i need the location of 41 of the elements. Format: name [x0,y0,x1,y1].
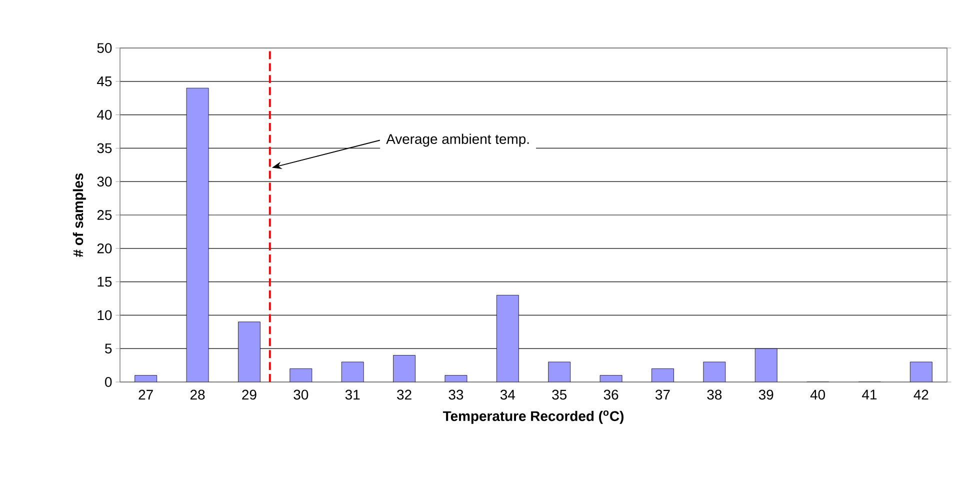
x-axis-title: Temperature Recorded ($^{o}$C) [442,410,624,424]
x-tick-label: 29 [242,390,256,400]
x-tick-label: 37 [656,390,670,400]
x-tick-label: 38 [707,390,722,400]
x-tick-label: 41 [862,390,877,400]
x-tick-label: 42 [914,390,928,400]
x-tick-label: 40 [810,390,826,400]
bar [652,368,674,382]
x-tick-label: 32 [397,390,412,400]
bar [548,362,571,382]
x-tick-label: 39 [758,390,774,400]
y-tick-label: 20 [97,243,112,254]
y-tick-label: 50 [97,43,112,53]
bar [703,362,726,382]
x-tick-label: 27 [138,390,153,400]
x-tick-label: 33 [448,390,464,400]
y-tick-label: 15 [98,276,112,287]
bar [186,88,209,382]
bar [341,362,364,382]
y-tick-label: 10 [98,310,112,320]
bar [238,322,260,382]
y-tick-label: 30 [97,176,112,187]
x-tick-label: 30 [294,390,308,400]
y-tick-label: 0 [105,377,112,387]
y-axis-title: # of samples [72,173,86,258]
bar [496,294,519,382]
y-tick-label: 45 [97,76,112,86]
bar [393,355,416,382]
y-tick-label: 25 [97,210,112,220]
bar [754,348,778,382]
x-tick-label: 36 [604,390,618,400]
annotation: Average ambient temp. [386,134,529,147]
x-tick-label: 31 [345,390,360,400]
x-tick-label: 28 [190,390,205,400]
bar [910,362,932,382]
bar [290,368,312,382]
y-tick-label: 40 [97,110,112,120]
y-tick-label: 5 [105,344,112,354]
x-tick-label: 35 [552,390,567,400]
y-tick-label: 35 [97,143,112,154]
x-tick-label: 34 [500,390,516,400]
